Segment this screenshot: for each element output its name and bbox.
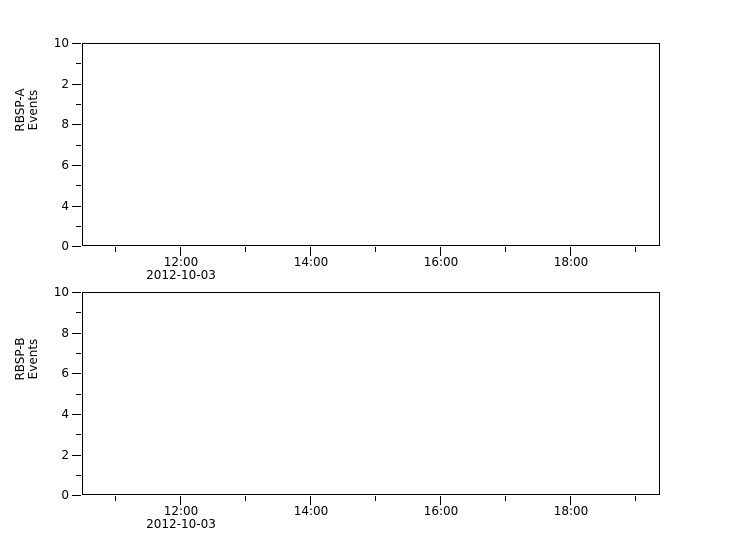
y-tick-label: 6 [61,158,69,172]
x-tick-label: 14:00 [293,255,329,269]
y-tick-minor [76,226,81,227]
y-tick-minor [76,145,81,146]
x-tick-major [440,247,441,256]
y-tick-major [72,414,81,415]
y-tick-label: 8 [61,326,69,340]
y-tick-major [72,124,81,125]
x-tick-major [440,496,441,505]
x-axis-date-label: 2012-10-03 [146,517,216,531]
x-tick-minor [505,247,506,252]
y-tick-major [72,246,81,247]
x-tick-minor [375,496,376,501]
y-tick-major [72,206,81,207]
x-tick-minor [375,247,376,252]
x-tick-label: 18:00 [553,504,589,518]
plot-panel-rbsp-b: RBSP-B Events 10 8 6 4 2 0 12:00 14:00 1… [0,249,732,540]
y-tick-minor [76,434,81,435]
y-tick-major [72,84,81,85]
y-tick-major [72,373,81,374]
y-tick-minor [76,312,81,313]
y-axis-title-rbsp-b: RBSP-B Events [13,309,42,409]
y-tick-major [72,495,81,496]
x-tick-major [570,496,571,505]
plot-area-rbsp-b [82,292,660,495]
y-tick-label: 10 [53,36,69,50]
y-tick-label: 10 [53,285,69,299]
x-tick-label: 16:00 [423,504,459,518]
x-tick-label: 12:00 [163,504,199,518]
x-tick-minor [115,496,116,501]
y-axis-title-line2: Events [26,89,40,131]
x-tick-minor [245,247,246,252]
x-tick-major [310,496,311,505]
y-tick-minor [76,104,81,105]
x-tick-minor [505,496,506,501]
x-tick-minor [635,247,636,252]
y-tick-label: 0 [61,488,69,502]
y-tick-label: 2 [61,77,69,91]
y-tick-label: 6 [61,366,69,380]
y-tick-label: 4 [61,199,69,213]
x-tick-minor [245,496,246,501]
x-axis-date-label: 2012-10-03 [146,268,216,282]
y-tick-major [72,165,81,166]
y-tick-label: 8 [61,117,69,131]
y-tick-major [72,333,81,334]
y-tick-minor [76,394,81,395]
y-tick-minor [76,475,81,476]
x-tick-minor [635,496,636,501]
x-tick-major [180,496,181,505]
y-tick-major [72,43,81,44]
x-tick-label: 18:00 [553,255,589,269]
y-axis-title-line2: Events [26,338,40,380]
x-tick-minor [115,247,116,252]
x-tick-label: 14:00 [293,504,329,518]
y-tick-minor [76,185,81,186]
y-tick-minor [76,63,81,64]
y-tick-minor [76,353,81,354]
x-tick-label: 12:00 [163,255,199,269]
y-tick-label: 2 [61,448,69,462]
x-tick-major [180,247,181,256]
y-tick-label: 4 [61,407,69,421]
y-tick-major [72,292,81,293]
x-tick-major [570,247,571,256]
plot-area-rbsp-a [82,43,660,246]
plot-panel-rbsp-a: RBSP-A Events 10 8 6 4 0 2 12:0 [13,36,660,282]
y-axis-title-rbsp-a: RBSP-A Events [13,60,42,160]
y-tick-major [72,455,81,456]
y-tick-label: 0 [61,239,69,253]
x-tick-label: 16:00 [423,255,459,269]
x-tick-major [310,247,311,256]
